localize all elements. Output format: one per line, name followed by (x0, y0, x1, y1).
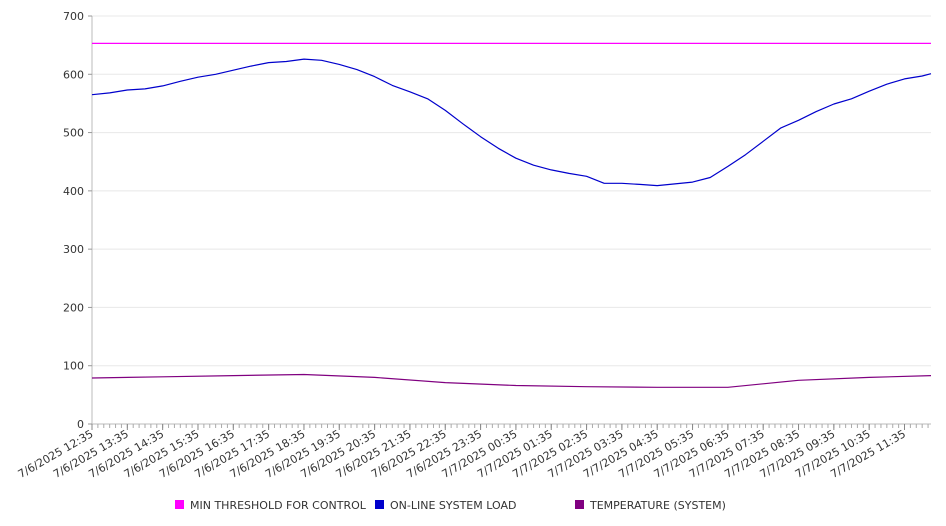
legend-item: ON-LINE SYSTEM LOAD (375, 499, 516, 512)
series-line-3 (91, 373, 932, 388)
y-tick-label: 100 (63, 360, 84, 373)
grid-lines (92, 15, 931, 367)
y-axis-ticks: 0 100 200 300 400 500 600 700 (63, 10, 92, 431)
legend-label: MIN THRESHOLD FOR CONTROL (190, 499, 367, 512)
x-axis-ticks: 7/6/2025 12:357/6/2025 13:357/6/2025 14:… (16, 424, 929, 481)
legend-item: MIN THRESHOLD FOR CONTROL (175, 499, 367, 512)
series-lines (91, 42, 932, 388)
y-tick-label: 700 (63, 10, 84, 23)
axes (91, 16, 931, 425)
y-tick-label: 600 (63, 68, 84, 81)
legend: MIN THRESHOLD FOR CONTROL ON-LINE SYSTEM … (175, 499, 726, 512)
y-tick-label: 400 (63, 185, 84, 198)
legend-swatch (575, 500, 584, 509)
legend-label: ON-LINE SYSTEM LOAD (390, 499, 516, 512)
legend-item: TEMPERATURE (SYSTEM) (575, 499, 726, 512)
series-line-2 (91, 58, 932, 187)
y-tick-label: 0 (77, 418, 84, 431)
legend-swatch (375, 500, 384, 509)
legend-swatch (175, 500, 184, 509)
legend-label: TEMPERATURE (SYSTEM) (589, 499, 726, 512)
y-tick-label: 500 (63, 127, 84, 140)
y-tick-label: 200 (63, 301, 84, 314)
y-tick-label: 300 (63, 243, 84, 256)
